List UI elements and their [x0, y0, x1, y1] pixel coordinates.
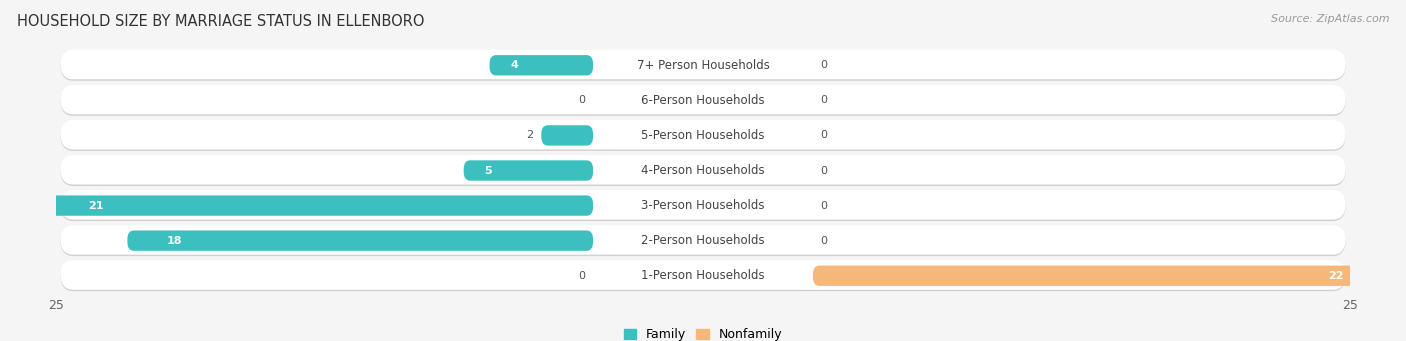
FancyBboxPatch shape — [60, 155, 1346, 184]
Text: 3-Person Households: 3-Person Households — [641, 199, 765, 212]
FancyBboxPatch shape — [60, 157, 1346, 186]
FancyBboxPatch shape — [541, 125, 593, 146]
FancyBboxPatch shape — [60, 225, 1346, 255]
FancyBboxPatch shape — [60, 121, 1346, 151]
Text: 7+ Person Households: 7+ Person Households — [637, 59, 769, 72]
FancyBboxPatch shape — [489, 55, 593, 75]
Text: 0: 0 — [821, 60, 828, 70]
FancyBboxPatch shape — [60, 192, 1346, 221]
Text: 6-Person Households: 6-Person Households — [641, 94, 765, 107]
Text: 5: 5 — [485, 165, 492, 176]
Text: 22: 22 — [1327, 271, 1343, 281]
FancyBboxPatch shape — [128, 231, 593, 251]
FancyBboxPatch shape — [60, 227, 1346, 256]
FancyBboxPatch shape — [813, 266, 1382, 286]
Legend: Family, Nonfamily: Family, Nonfamily — [624, 328, 782, 341]
FancyBboxPatch shape — [464, 160, 593, 181]
Text: 0: 0 — [578, 271, 585, 281]
Text: 1-Person Households: 1-Person Households — [641, 269, 765, 282]
FancyBboxPatch shape — [60, 260, 1346, 290]
Text: 0: 0 — [821, 95, 828, 105]
Text: 2: 2 — [526, 130, 533, 140]
FancyBboxPatch shape — [60, 85, 1346, 114]
Text: 21: 21 — [89, 201, 104, 211]
Text: 0: 0 — [578, 95, 585, 105]
Text: 0: 0 — [821, 130, 828, 140]
Text: Source: ZipAtlas.com: Source: ZipAtlas.com — [1271, 14, 1389, 24]
FancyBboxPatch shape — [60, 262, 1346, 291]
Text: 5-Person Households: 5-Person Households — [641, 129, 765, 142]
Text: 4-Person Households: 4-Person Households — [641, 164, 765, 177]
Text: 0: 0 — [821, 236, 828, 246]
FancyBboxPatch shape — [60, 51, 1346, 81]
Text: 2-Person Households: 2-Person Households — [641, 234, 765, 247]
Text: 0: 0 — [821, 165, 828, 176]
FancyBboxPatch shape — [49, 195, 593, 216]
FancyBboxPatch shape — [60, 86, 1346, 116]
Text: 4: 4 — [510, 60, 519, 70]
Text: 18: 18 — [166, 236, 181, 246]
FancyBboxPatch shape — [60, 50, 1346, 79]
Text: HOUSEHOLD SIZE BY MARRIAGE STATUS IN ELLENBORO: HOUSEHOLD SIZE BY MARRIAGE STATUS IN ELL… — [17, 14, 425, 29]
FancyBboxPatch shape — [60, 120, 1346, 149]
FancyBboxPatch shape — [60, 190, 1346, 220]
Text: 0: 0 — [821, 201, 828, 211]
